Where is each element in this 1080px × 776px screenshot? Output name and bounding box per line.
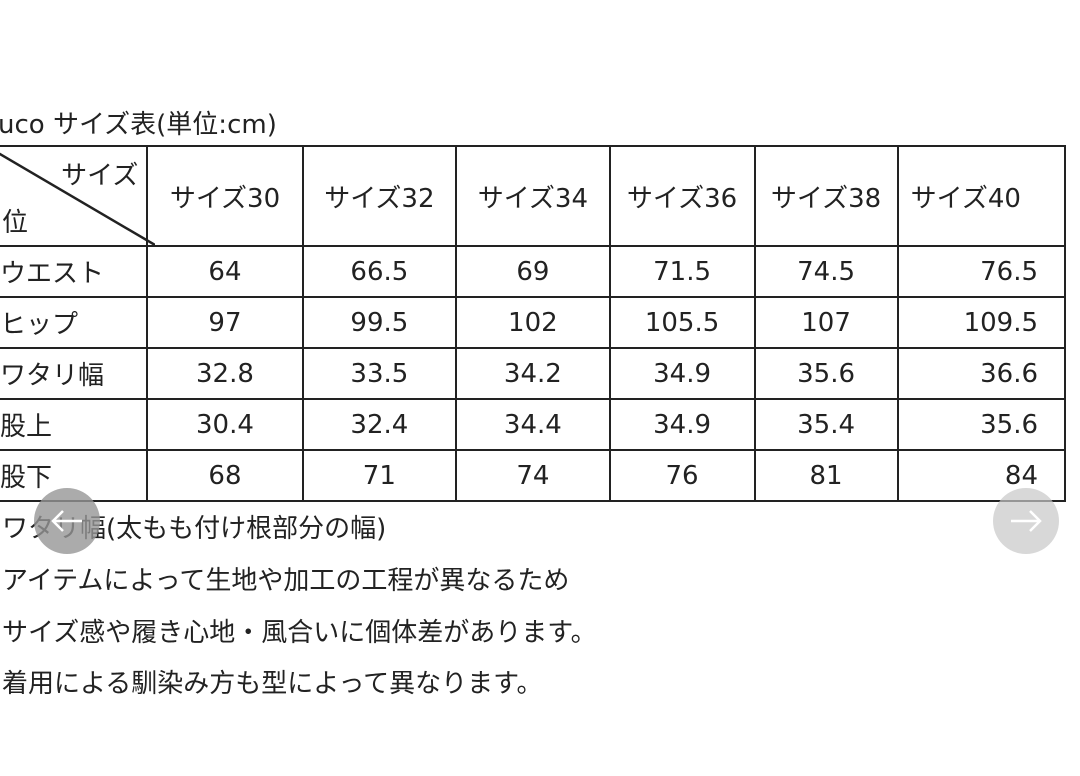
table-cell: 34.2	[455, 347, 611, 400]
table-cell: 32.4	[301, 398, 458, 451]
table-cell: 74.5	[753, 245, 899, 298]
table-cell: 33.5	[301, 347, 458, 400]
table-cell: 99.5	[301, 296, 458, 349]
table-cell: 34.9	[608, 398, 756, 451]
table-cell: 109.5	[896, 296, 1067, 349]
row-label: 股上	[0, 398, 149, 451]
size-table: サイズ 位 サイズ30 サイズ32 サイズ34 サイズ36 サイズ38 サイズ4…	[0, 145, 1067, 502]
table-row: 股下 68 71 74 76 81 84	[0, 449, 1067, 502]
previous-image-button[interactable]	[34, 488, 100, 554]
table-cell: 35.6	[753, 347, 899, 400]
table-cell: 66.5	[301, 245, 458, 298]
table-cell: 107	[753, 296, 899, 349]
next-image-button[interactable]	[993, 488, 1059, 554]
table-cell: 64	[146, 245, 304, 298]
table-cell: 68	[146, 449, 304, 502]
table-cell: 30.4	[146, 398, 304, 451]
table-cell: 35.6	[896, 398, 1067, 451]
note-line: 着用による馴染み方も型によって異なります。	[2, 669, 543, 699]
table-cell: 97	[146, 296, 304, 349]
table-row: 股上 30.4 32.4 34.4 34.9 35.4 35.6	[0, 398, 1067, 451]
table-cell: 71	[301, 449, 458, 502]
column-header: サイズ36	[608, 145, 756, 247]
column-header: サイズ34	[455, 145, 611, 247]
arrow-left-icon	[51, 510, 82, 532]
note-line: サイズ感や履き心地・風合いに個体差があります。	[2, 618, 597, 648]
table-row: ウエスト 64 66.5 69 71.5 74.5 76.5	[0, 245, 1067, 298]
table-cell: 35.4	[753, 398, 899, 451]
corner-size-label: サイズ	[61, 161, 139, 191]
table-cell: 34.9	[608, 347, 756, 400]
table-cell: 102	[455, 296, 611, 349]
corner-cell: サイズ 位	[0, 145, 155, 247]
table-cell: 76.5	[896, 245, 1067, 298]
table-cell: 74	[455, 449, 611, 502]
table-cell: 81	[753, 449, 899, 502]
row-label: ヒップ	[0, 296, 149, 349]
row-label: ウエスト	[0, 245, 149, 298]
table-cell: 36.6	[896, 347, 1067, 400]
table-cell: 105.5	[608, 296, 756, 349]
column-header: サイズ38	[753, 145, 899, 247]
column-header: サイズ40	[896, 145, 1067, 247]
column-header: サイズ32	[301, 145, 458, 247]
arrow-right-icon	[1011, 510, 1042, 532]
table-cell: 32.8	[146, 347, 304, 400]
row-label: ワタリ幅	[0, 347, 149, 400]
column-header: サイズ30	[146, 145, 304, 247]
table-cell: 76	[608, 449, 756, 502]
table-cell: 34.4	[455, 398, 611, 451]
table-cell: 71.5	[608, 245, 756, 298]
corner-part-label: 位	[2, 208, 29, 238]
table-cell: 69	[455, 245, 611, 298]
table-header-row: サイズ 位 サイズ30 サイズ32 サイズ34 サイズ36 サイズ38 サイズ4…	[0, 145, 1067, 247]
note-line: アイテムによって生地や加工の工程が異なるため	[2, 566, 570, 596]
size-chart-title: uco サイズ表(単位:cm)	[0, 110, 277, 140]
diagonal-line	[0, 152, 155, 245]
table-row: ワタリ幅 32.8 33.5 34.2 34.9 35.6 36.6	[0, 347, 1067, 400]
table-row: ヒップ 97 99.5 102 105.5 107 109.5	[0, 296, 1067, 349]
